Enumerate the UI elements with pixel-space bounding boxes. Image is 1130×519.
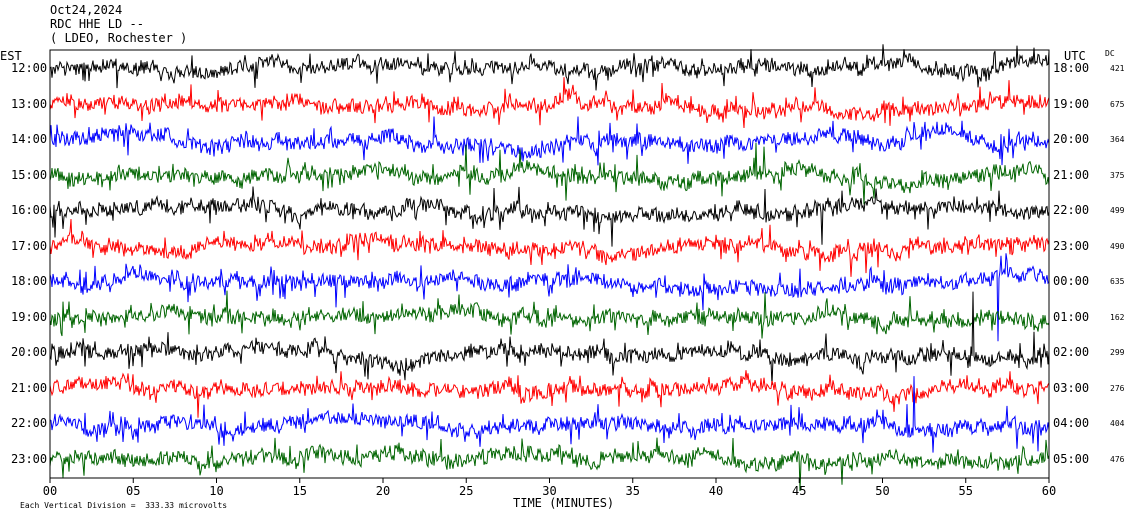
utc-hour-label: 22:00	[1053, 203, 1090, 217]
est-hour-label: 18:00	[11, 274, 48, 288]
x-tick-label: 25	[459, 484, 473, 498]
dc-offset-value: 490	[1110, 241, 1125, 251]
dc-offset-value: 421	[1110, 64, 1125, 73]
trace-1600	[49, 186, 1050, 247]
x-tick-label: 55	[959, 484, 973, 498]
trace-1500	[49, 142, 1050, 205]
est-hour-label: 13:00	[11, 96, 48, 111]
x-axis-label: TIME (MINUTES)	[513, 496, 615, 510]
trace-2100	[49, 370, 1050, 418]
x-tick-label: 30	[542, 484, 556, 498]
left-timezone-label: EST	[0, 49, 22, 63]
est-hour-label: 20:00	[11, 345, 48, 359]
scale-footnote: Each Vertical Division = 333.33 microvol…	[20, 501, 228, 510]
utc-hour-label: 03:00	[1053, 380, 1090, 395]
x-tick-label: 05	[126, 484, 140, 498]
utc-hour-label: 05:00	[1053, 451, 1090, 466]
est-hour-label: 14:00	[11, 132, 48, 146]
dc-offset-value: 404	[1110, 419, 1125, 428]
trace-2000	[49, 291, 1050, 385]
est-hour-label: 21:00	[11, 380, 48, 395]
dc-offset-value: 364	[1110, 135, 1125, 144]
utc-hour-label: 19:00	[1053, 96, 1090, 111]
x-tick-label: 20	[376, 484, 390, 498]
x-tick-label: 10	[209, 484, 223, 498]
trace-1900	[49, 290, 1050, 339]
dc-offset-value: 499	[1110, 206, 1125, 215]
est-hour-label: 23:00	[11, 451, 48, 466]
utc-hour-label: 04:00	[1053, 416, 1090, 430]
trace-1400	[49, 116, 1050, 166]
est-hour-label: 17:00	[11, 238, 48, 253]
utc-hour-label: 18:00	[1053, 61, 1090, 75]
x-tick-label: 00	[43, 484, 57, 498]
x-axis-ticks: 00 05 10 15 20 25 30 35 40 45 50 55 60	[43, 478, 1056, 498]
dc-column-label: DC	[1105, 49, 1115, 58]
dc-offset-value: 476	[1110, 454, 1125, 464]
trace-2300	[49, 437, 1050, 492]
header-network: ( LDEO, Rochester )	[50, 31, 188, 45]
dc-offset-value: 375	[1110, 170, 1125, 180]
utc-hour-label: 02:00	[1053, 345, 1090, 359]
right-timezone-label: UTC	[1064, 49, 1086, 63]
trace-1300	[49, 77, 1050, 129]
dc-offset-value: 276	[1110, 383, 1125, 393]
utc-hour-label: 21:00	[1053, 167, 1090, 182]
utc-hour-label: 01:00	[1053, 309, 1090, 324]
x-tick-label: 40	[709, 484, 723, 498]
dc-offset-value: 299	[1110, 348, 1125, 357]
header-date: Oct24,2024	[50, 3, 123, 17]
dc-offset-value: 675	[1110, 99, 1125, 109]
trace-1200	[49, 44, 1050, 91]
est-hour-label: 15:00	[11, 167, 48, 182]
trace-1700	[49, 219, 1050, 277]
est-hour-label: 16:00	[11, 203, 48, 217]
dc-offset-value: 162	[1110, 312, 1125, 322]
x-tick-label: 35	[626, 484, 640, 498]
est-hour-label: 12:00	[11, 61, 48, 75]
x-tick-label: 45	[792, 484, 806, 498]
header-station: RDC HHE LD --	[50, 17, 144, 31]
est-hour-label: 22:00	[11, 416, 48, 430]
utc-hour-label: 00:00	[1053, 274, 1090, 288]
trace-2200	[49, 376, 1050, 453]
dc-offset-value: 635	[1110, 277, 1125, 286]
utc-hour-label: 23:00	[1053, 238, 1090, 253]
utc-hour-label: 20:00	[1053, 132, 1090, 146]
x-tick-label: 60	[1042, 484, 1056, 498]
seismic-traces	[49, 44, 1050, 492]
x-tick-label: 15	[293, 484, 307, 498]
trace-1800	[49, 253, 1050, 342]
est-hour-label: 19:00	[11, 309, 48, 324]
x-tick-label: 50	[875, 484, 889, 498]
